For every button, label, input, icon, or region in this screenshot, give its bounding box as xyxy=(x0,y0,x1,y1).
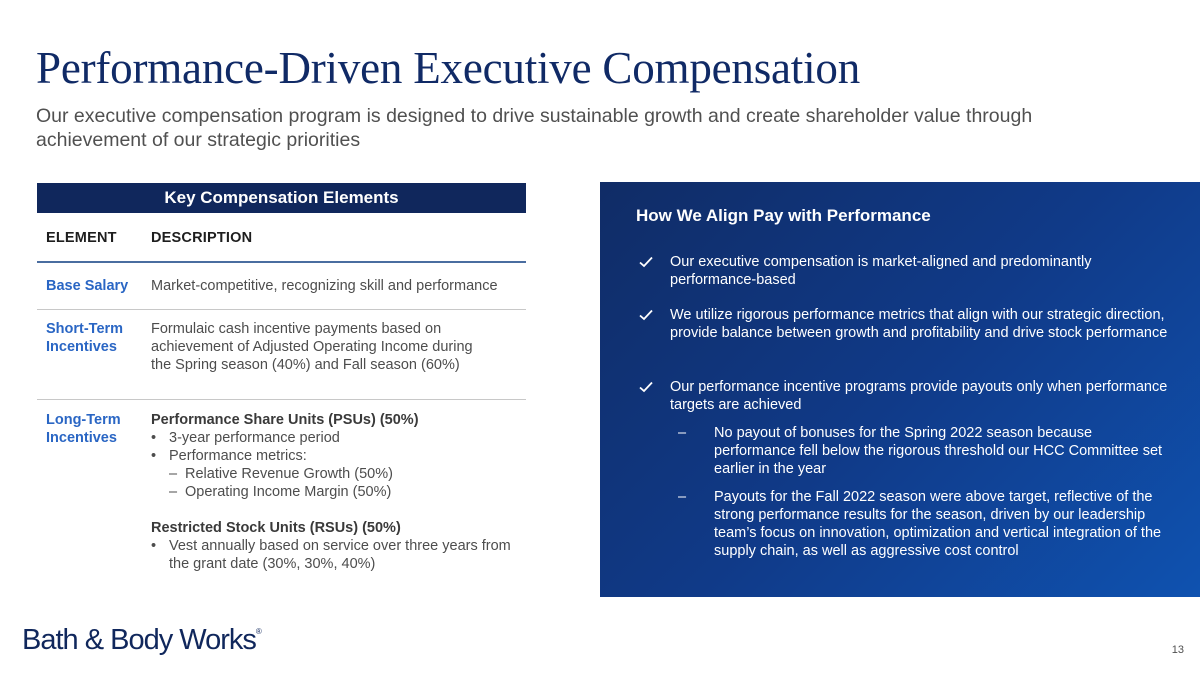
check-item: Our performance incentive programs provi… xyxy=(638,378,1178,414)
row-divider xyxy=(37,309,526,310)
check-item: We utilize rigorous performance metrics … xyxy=(638,306,1178,342)
element-label-long-term: Long-Term Incentives xyxy=(46,411,146,447)
dash-bullet: – xyxy=(678,489,687,505)
psu-sub-bullet: Operating Income Margin (50%) xyxy=(151,483,521,501)
check-text: Our executive compensation is market-ali… xyxy=(670,254,1092,288)
column-header-description: DESCRIPTION xyxy=(151,230,253,246)
check-item: Our executive compensation is market-ali… xyxy=(638,253,1178,289)
label-line: Short-Term xyxy=(46,321,124,337)
table-header: Key Compensation Elements xyxy=(37,183,526,213)
page-subtitle: Our executive compensation program is de… xyxy=(36,105,1033,151)
element-label-base-salary: Base Salary xyxy=(46,278,129,294)
header-divider xyxy=(37,261,526,263)
rsu-bullet: Vest annually based on service over thre… xyxy=(151,537,521,573)
dash-bullet: – xyxy=(678,425,687,441)
psu-bullet: 3-year performance period xyxy=(151,429,521,447)
column-header-element: ELEMENT xyxy=(46,230,117,246)
sub-text: Payouts for the Fall 2022 season were ab… xyxy=(714,489,1162,559)
label-line: Long-Term xyxy=(46,412,121,428)
sub-item: – No payout of bonuses for the Spring 20… xyxy=(678,424,1178,478)
element-desc-long-term: Performance Share Units (PSUs) (50%) 3-y… xyxy=(151,411,521,573)
page-title: Performance-Driven Executive Compensatio… xyxy=(36,43,861,93)
element-label-short-term: Short-Term Incentives xyxy=(46,320,146,356)
logo-text: Bath & Body Works xyxy=(22,624,257,656)
brand-logo: Bath & Body Works® xyxy=(22,624,262,657)
psu-bullet: Performance metrics: xyxy=(151,447,521,465)
check-text: We utilize rigorous performance metrics … xyxy=(670,307,1168,341)
checkmark-icon xyxy=(639,256,653,268)
page-number: 13 xyxy=(1171,644,1184,656)
spacer xyxy=(151,501,521,519)
psu-sub-bullet: Relative Revenue Growth (50%) xyxy=(151,465,521,483)
label-line: Incentives xyxy=(46,430,117,446)
label-line: Incentives xyxy=(46,339,117,355)
check-text: Our performance incentive programs provi… xyxy=(670,379,1168,413)
psu-title: Performance Share Units (PSUs) (50%) xyxy=(151,412,419,428)
sub-item: – Payouts for the Fall 2022 season were … xyxy=(678,488,1178,560)
row-divider xyxy=(37,399,526,400)
rsu-title: Restricted Stock Units (RSUs) (50%) xyxy=(151,520,401,536)
sub-text: No payout of bonuses for the Spring 2022… xyxy=(714,425,1163,477)
panel-title: How We Align Pay with Performance xyxy=(636,206,931,225)
element-desc-short-term: Formulaic cash incentive payments based … xyxy=(151,321,473,373)
element-desc-base-salary: Market-competitive, recognizing skill an… xyxy=(151,278,498,294)
registered-mark: ® xyxy=(255,627,262,637)
checkmark-icon xyxy=(639,381,653,393)
alignment-panel: How We Align Pay with Performance Our ex… xyxy=(600,182,1200,597)
checkmark-icon xyxy=(639,309,653,321)
